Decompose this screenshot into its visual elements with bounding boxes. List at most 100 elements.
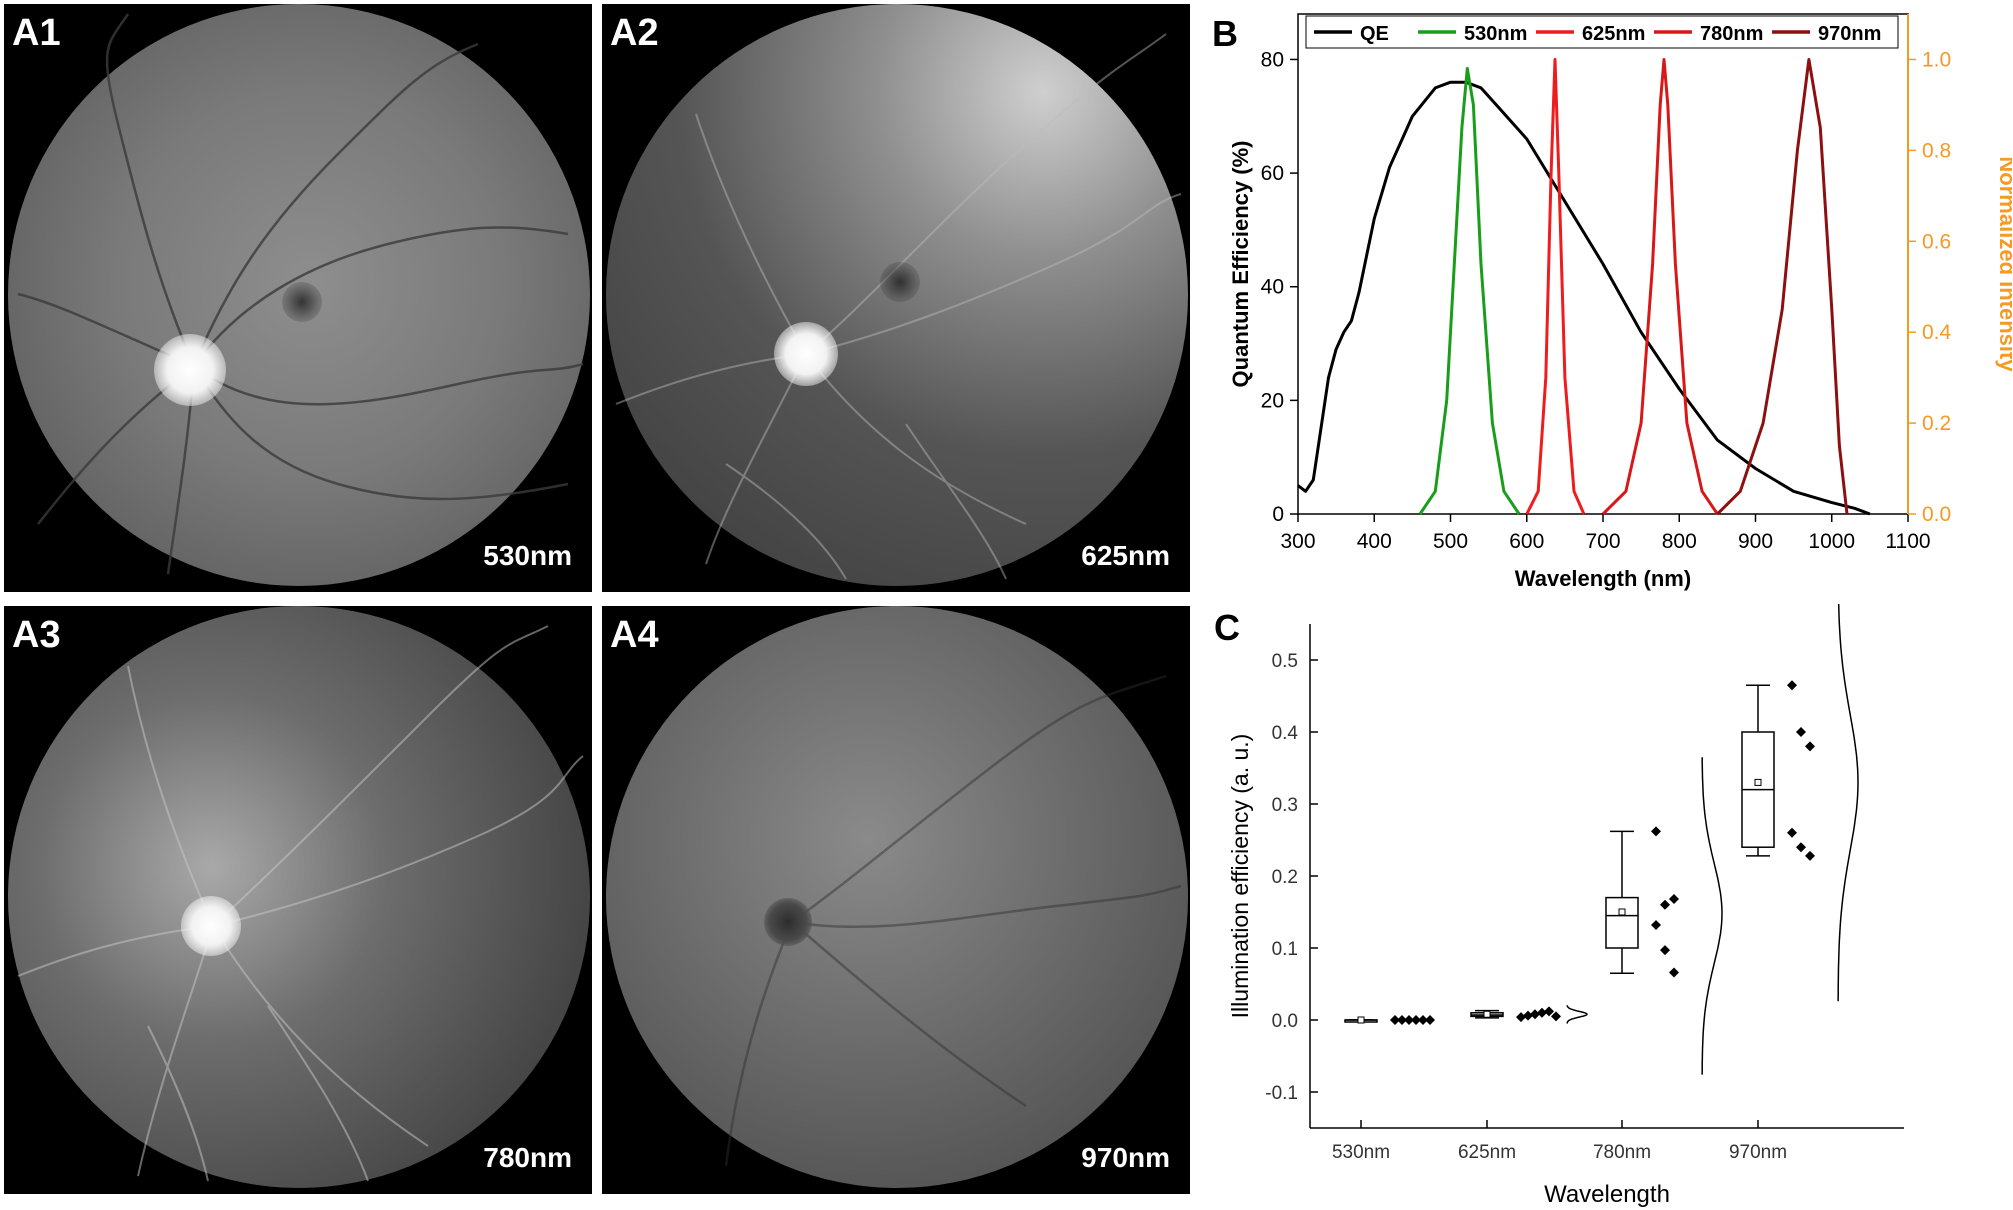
fundus-image-625nm: A2 625nm [602,4,1190,592]
distribution-curve [1566,1005,1588,1024]
wavelength-label: 970nm [1081,1142,1170,1173]
mean-marker [1754,778,1762,786]
axes: 300 400 500 600 700 800 900 1000 1100 0 20 40 60 80 0.… [1228,13,2012,591]
data-point [1523,1010,1533,1021]
data-point [1651,919,1661,930]
x-tick-label: 700 [1585,530,1620,553]
legend-entry: 970nm [1818,23,1881,45]
mean-marker [1618,908,1626,916]
spectrum-chart: B 300 400 500 600 700 800 900 1000 1100 0 20 40 60 80… [1212,13,2012,591]
optic-disc [774,322,838,386]
mean-marker [1483,1010,1491,1018]
data-point [1404,1015,1414,1025]
data-point [1516,1012,1526,1023]
wavelength-label: 530nm [483,540,572,571]
series-line-625nm [1525,58,1586,515]
y2-tick-label: 0.6 [1922,230,1951,253]
y-tick-label: -0.1 [1265,1083,1298,1104]
data-point [1660,899,1670,910]
y2-tick-label: 0.8 [1922,139,1951,162]
x-tick-label: 780nm [1593,1142,1651,1163]
data-point [1796,727,1806,737]
box-group-970nm [1741,604,1859,1002]
x-tick-label: 530nm [1332,1142,1390,1163]
y2-tick-label: 0.2 [1922,412,1951,435]
panel-label: C [1214,607,1240,648]
y-tick-label: 0 [1272,503,1284,526]
data-point [1787,680,1797,691]
y-tick-label: 0.1 [1272,939,1298,960]
fovea [880,262,920,302]
data-point [1537,1007,1547,1018]
y-tick-label: 0.5 [1272,651,1298,672]
fundus-image-530nm: A1 530nm [4,4,592,592]
x-axis-label: Wavelength (nm) [1515,566,1691,591]
panel-label: B [1212,13,1238,54]
x-tick-label: 400 [1357,530,1392,553]
wavelength-label: 625nm [1081,540,1170,571]
x-tick-label: 600 [1509,530,1544,553]
y-tick-label: 80 [1261,48,1284,71]
choroidal-vessels [17,625,584,1182]
data-point [1544,1006,1554,1017]
legend-entry: 625nm [1582,23,1645,45]
data-point [1669,967,1679,978]
y2-tick-label: 1.0 [1922,48,1951,71]
y2-tick-label: 0.0 [1922,503,1951,526]
data-point [1805,850,1815,861]
wavelength-label: 780nm [483,1142,572,1173]
optic-disc [764,898,812,946]
panel-label: A3 [12,614,61,656]
optic-disc [154,334,226,406]
choroidal-vessels [724,674,1182,1167]
y-tick-label: 0.2 [1272,867,1298,888]
data-point [1425,1015,1435,1025]
box-group-625nm [1470,1005,1588,1024]
retinal-vessels [17,13,584,575]
data-point [1651,826,1661,837]
series-line-970nm [1716,58,1849,516]
x-tick-label: 1100 [1885,530,1930,553]
fovea [282,282,322,322]
y-axis-label: Quantum Efficiency (%) [1228,141,1253,388]
axes: -0.1 0.0 0.1 0.2 0.3 0.4 0.5 530nm 625nm 780nm 970… [1227,624,1904,1208]
legend-entry: 780nm [1700,23,1763,45]
legend-entry: QE [1360,23,1389,45]
fundus-image-970nm: A4 970nm [602,606,1190,1194]
x-tick-label: 800 [1662,530,1697,553]
y-tick-label: 0.3 [1272,795,1298,816]
fundus-image-780nm: A3 780nm [4,606,592,1194]
y-tick-label: 20 [1261,389,1284,412]
mean-marker [1357,1016,1365,1024]
distribution-curve [1837,604,1859,1002]
series-line-QE [1297,80,1871,516]
y-tick-label: 0.4 [1272,723,1299,744]
retina-field [8,606,590,1188]
data-point [1660,945,1670,956]
x-tick-label: 970nm [1729,1142,1787,1163]
x-tick-label: 500 [1433,530,1468,553]
box [1605,896,1639,949]
retina-field [606,606,1188,1188]
box-plots [1344,604,1859,1075]
series-line-530nm [1418,67,1521,515]
legend: QE 530nm 625nm 780nm 970nm [1305,15,1899,49]
x-tick-label: 625nm [1458,1142,1516,1163]
data-point [1530,1009,1540,1020]
panel-label: A2 [610,12,659,54]
y2-tick-label: 0.4 [1922,321,1952,344]
data-point [1551,1011,1561,1022]
optic-disc [181,896,241,956]
box-group-780nm [1605,757,1723,1075]
x-tick-label: 900 [1738,530,1773,553]
distribution-curve [1701,757,1723,1075]
panel-label: A4 [610,614,659,656]
x-tick-label: 1000 [1808,530,1855,553]
y-tick-label: 0.0 [1272,1011,1298,1032]
data-point [1390,1015,1400,1025]
data-point [1787,827,1797,838]
y-tick-label: 60 [1261,162,1284,185]
x-axis-label: Wavelength [1544,1181,1670,1208]
legend-entry: 530nm [1464,23,1527,45]
x-tick-label: 300 [1280,530,1315,553]
